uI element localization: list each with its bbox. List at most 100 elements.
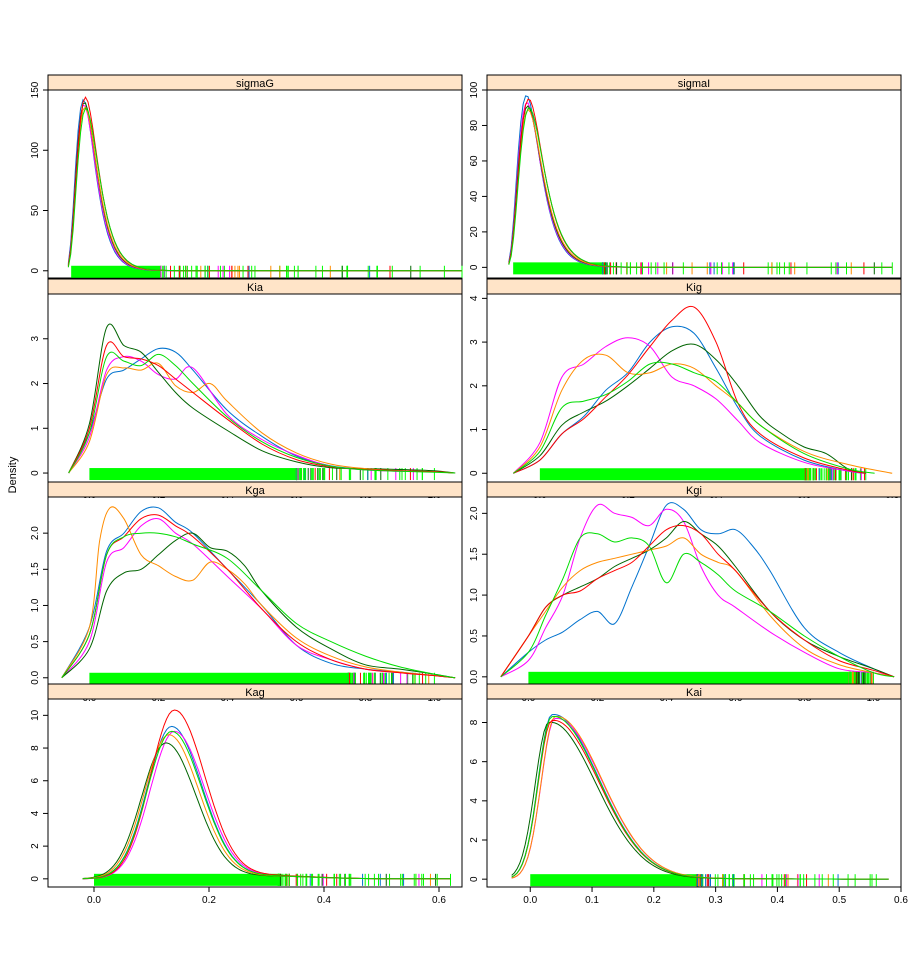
density-line-chain4	[500, 537, 895, 678]
y-tick-label: 4	[30, 810, 41, 816]
x-tick-label: 0.6	[894, 895, 908, 906]
density-line-chain5	[82, 709, 451, 880]
y-tick-label: 2	[469, 383, 480, 389]
rug-dense	[94, 873, 278, 886]
density-line-chain4	[61, 506, 456, 679]
y-tick-label: 0.0	[30, 670, 41, 684]
y-tick-label: 3	[469, 339, 480, 345]
y-tick-label: 1.5	[469, 547, 480, 561]
y-tick-label: 6	[30, 778, 41, 784]
panel-title: sigmaI	[678, 78, 710, 90]
y-tick-label: 10	[30, 709, 41, 721]
y-tick-label: 6	[469, 758, 480, 764]
y-tick-label: 0	[469, 264, 480, 270]
y-axis-label: Density	[7, 456, 19, 493]
y-tick-label: 20	[469, 226, 480, 238]
y-tick-label: 80	[469, 119, 480, 131]
panel-title: Kia	[247, 282, 264, 294]
density-line-chain1	[511, 713, 889, 880]
density-line-chain4	[513, 353, 893, 474]
density-line-chain2	[68, 355, 456, 474]
plot-frame	[47, 293, 463, 483]
density-line-chain4	[67, 106, 462, 272]
y-tick-label: 0	[30, 268, 41, 274]
rug-ticks	[803, 468, 867, 481]
panel-title: Kag	[245, 687, 265, 699]
y-tick-label: 2	[30, 380, 41, 386]
y-tick-label: 2.0	[469, 506, 480, 520]
x-tick-label: 0.2	[202, 895, 216, 906]
density-line-chain2	[511, 717, 889, 880]
density-line-chain2	[82, 730, 451, 880]
density-line-chain6	[61, 532, 456, 679]
y-tick-label: 0	[30, 470, 41, 476]
density-line-chain5	[511, 719, 889, 880]
density-line-chain6	[67, 107, 462, 272]
y-tick-label: 1.5	[30, 562, 41, 576]
plot-frame	[486, 698, 902, 888]
y-tick-label: 2	[469, 837, 480, 843]
y-tick-label: 4	[469, 798, 480, 804]
plot-frame	[486, 293, 902, 483]
rug-dense	[528, 671, 850, 684]
plot-frame	[47, 698, 463, 888]
density-line-chain4	[82, 734, 451, 880]
density-line-chain2	[61, 517, 456, 679]
y-tick-label: 50	[30, 205, 41, 217]
plot-frame	[47, 496, 463, 686]
rug-dense	[530, 874, 698, 887]
density-line-chain3	[500, 520, 895, 678]
y-tick-label: 100	[469, 81, 480, 98]
y-tick-label: 100	[30, 141, 41, 158]
panel-Kai: Kai 0.0 0.1 0.2 0.3 0.4 0.5 0.6 0 2 4 6 8	[469, 683, 908, 906]
y-tick-label: 0.5	[469, 629, 480, 643]
y-tick-label: 1.0	[30, 598, 41, 612]
rug-dense	[513, 262, 603, 275]
density-line-chain1	[508, 95, 893, 268]
y-tick-label: 0.5	[30, 634, 41, 648]
density-line-chain5	[508, 98, 893, 268]
density-line-chain6	[82, 730, 451, 880]
density-line-chain1	[68, 347, 456, 474]
density-line-chain3	[67, 102, 462, 272]
density-line-chain3	[82, 742, 451, 880]
y-tick-label: 3	[30, 336, 41, 342]
y-tick-label: 4	[469, 295, 480, 301]
density-line-chain3	[511, 721, 889, 880]
y-tick-label: 40	[469, 190, 480, 202]
density-line-chain6	[513, 361, 875, 474]
y-tick-label: 0	[469, 876, 480, 882]
density-line-chain6	[511, 715, 889, 880]
y-tick-label: 0	[469, 470, 480, 476]
density-line-chain2	[67, 104, 462, 272]
density-line-chain4	[511, 715, 889, 880]
plot-frame	[47, 89, 463, 279]
density-line-chain1	[500, 502, 895, 678]
density-line-chain2	[513, 337, 866, 474]
y-tick-label: 60	[469, 155, 480, 167]
density-line-chain5	[500, 524, 895, 678]
x-tick-label: 0.3	[709, 895, 723, 906]
y-tick-label: 2	[30, 843, 41, 849]
rug-dense	[539, 468, 805, 481]
x-tick-label: 0.1	[585, 895, 599, 906]
density-line-chain6	[508, 107, 893, 268]
density-line-chain5	[513, 305, 866, 474]
density-line-chain5	[68, 341, 456, 474]
x-tick-label: 0.4	[317, 895, 331, 906]
rug-dense	[89, 672, 349, 685]
y-tick-label: 1	[30, 425, 41, 431]
density-line-chain5	[61, 514, 456, 679]
x-tick-label: 0.4	[770, 895, 784, 906]
density-line-chain1	[61, 506, 456, 679]
density-line-chain6	[500, 532, 895, 678]
panel-title: sigmaG	[236, 78, 274, 90]
x-tick-label: 0.5	[832, 895, 846, 906]
